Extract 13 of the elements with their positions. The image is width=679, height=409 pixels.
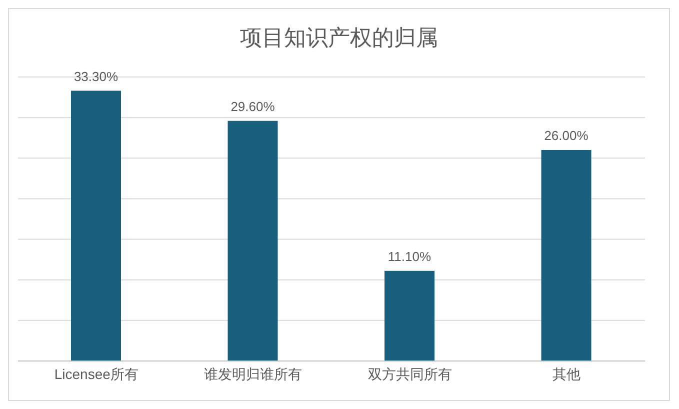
chart-title: 项目知识产权的归属: [239, 24, 439, 52]
bar: [71, 90, 121, 361]
bar: [541, 150, 592, 361]
data-label: 26.00%: [544, 128, 589, 144]
data-label: 11.10%: [388, 248, 432, 264]
x-tick-label: 双方共同所有: [368, 366, 452, 382]
bar: [228, 120, 278, 361]
x-tick-label: 谁发明归谁所有: [204, 366, 302, 382]
data-label: 33.30%: [74, 68, 118, 84]
data-label: 29.60%: [230, 98, 276, 114]
x-tick-label: 其他: [552, 366, 581, 382]
bar: [384, 270, 434, 361]
x-tick-label: Licensee所有: [54, 366, 138, 382]
